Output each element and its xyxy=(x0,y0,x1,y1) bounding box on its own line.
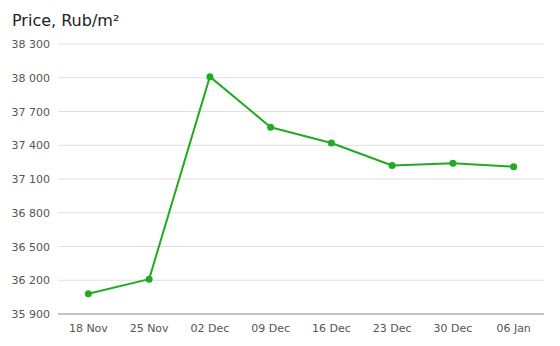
point xyxy=(328,140,335,147)
y-tick-label: 38 300 xyxy=(12,38,51,51)
y-tick-label: 38 000 xyxy=(12,72,51,85)
x-tick-label: 30 Dec xyxy=(433,322,472,335)
y-tick-label: 36 800 xyxy=(12,207,51,220)
title: Price, Rub/m² xyxy=(12,11,119,30)
series xyxy=(85,73,517,297)
grid-line xyxy=(58,44,544,45)
line xyxy=(88,77,513,294)
x-axis-line xyxy=(58,314,544,315)
x-tick-label: 23 Dec xyxy=(373,322,412,335)
point xyxy=(85,290,92,297)
x-tick-label: 18 Nov xyxy=(69,322,108,335)
y-tick-label: 37 400 xyxy=(12,139,51,152)
grid xyxy=(58,44,544,314)
point xyxy=(146,276,153,283)
point xyxy=(510,163,517,170)
x-tick-label: 16 Dec xyxy=(312,322,351,335)
y-tick-label: 36 200 xyxy=(12,274,51,287)
point xyxy=(449,160,456,167)
x-tick-label: 25 Nov xyxy=(130,322,169,335)
x-tick-label: 02 Dec xyxy=(190,322,229,335)
grid-line xyxy=(58,179,544,180)
y-tick-label: 35 900 xyxy=(12,308,51,321)
grid-line xyxy=(58,212,544,213)
grid-line xyxy=(58,145,544,146)
chart: Price, Rub/m² 35 900 36 200 36 500 36 800 37 … xyxy=(0,0,560,346)
y-tick-label: 37 700 xyxy=(12,106,51,119)
point xyxy=(267,124,274,131)
y-tick-label: 36 500 xyxy=(12,241,51,254)
grid-line xyxy=(58,314,544,315)
grid-line xyxy=(58,280,544,281)
grid-line xyxy=(58,77,544,78)
point xyxy=(206,73,213,80)
grid-line xyxy=(58,246,544,247)
point xyxy=(389,162,396,169)
x-tick-label: 06 Jan xyxy=(496,322,530,335)
x-tick-label: 09 Dec xyxy=(251,322,290,335)
grid-line xyxy=(58,111,544,112)
y-tick-label: 37 100 xyxy=(12,173,51,186)
